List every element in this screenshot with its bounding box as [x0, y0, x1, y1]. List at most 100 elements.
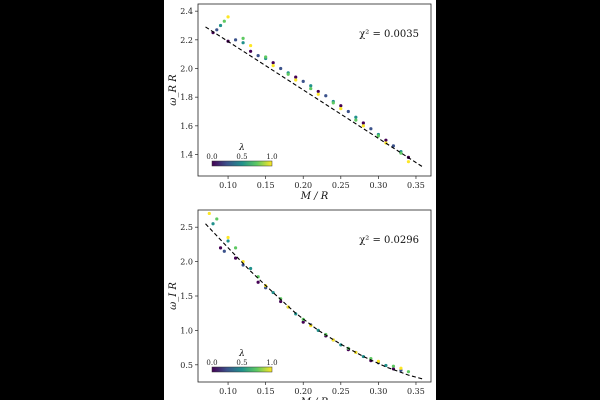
data-point	[384, 138, 388, 142]
data-point	[339, 107, 343, 111]
data-point	[294, 78, 298, 82]
x-tick-label: 0.35	[407, 181, 425, 190]
data-point	[376, 134, 380, 138]
data-point	[369, 127, 373, 131]
x-axis-label: M / R	[300, 397, 329, 400]
data-point	[316, 92, 320, 96]
y-tick-label: 1.5	[180, 292, 193, 301]
x-tick-label: 0.15	[257, 387, 275, 396]
data-point	[339, 104, 343, 108]
data-point	[361, 124, 365, 128]
colorbar-tick-label: 0.5	[236, 153, 247, 161]
y-tick-label: 2.0	[180, 65, 193, 74]
data-point	[316, 89, 320, 94]
data-point	[294, 75, 298, 79]
y-tick-label: 1.6	[180, 122, 193, 131]
data-point	[309, 86, 313, 91]
chi-squared-annotation: χ² = 0.0035	[359, 29, 419, 40]
data-point	[218, 23, 223, 28]
data-point	[207, 211, 211, 216]
data-point	[233, 246, 238, 250]
data-point	[391, 364, 396, 368]
x-tick-label: 0.30	[369, 181, 387, 190]
data-point	[286, 72, 290, 76]
x-tick-label: 0.10	[219, 387, 237, 396]
data-point	[354, 118, 358, 122]
y-tick-label: 2.4	[180, 7, 193, 16]
fit-line	[205, 223, 424, 380]
data-point	[256, 280, 260, 284]
data-point	[211, 222, 215, 226]
data-point	[346, 109, 350, 114]
colorbar-tick-label: 1.0	[266, 153, 277, 161]
colorbar	[211, 160, 273, 167]
x-tick-label: 0.20	[294, 181, 312, 190]
data-point	[301, 79, 305, 83]
data-point	[226, 15, 230, 19]
x-tick-label: 0.25	[332, 387, 350, 396]
data-point	[218, 246, 223, 250]
data-point	[215, 28, 219, 32]
data-point	[301, 320, 305, 324]
panel-2: 0.10 0.15 0.20 0.25 0.30 0.35 0.5 1.0 1.5 2.0 2.5 M…	[168, 209, 432, 400]
data-point	[331, 101, 335, 105]
chi-squared-annotation: χ² = 0.0296	[359, 235, 419, 246]
y-tick-label: 2.2	[180, 36, 193, 45]
y-tick-label: 1.0	[180, 326, 193, 335]
data-point	[215, 217, 219, 221]
x-tick-label: 0.10	[219, 181, 237, 190]
panel-1: 0.10 0.15 0.20 0.25 0.30 0.35 1.4 1.6 1.8 2.0 2.2 2…	[168, 3, 432, 202]
x-axis-label: M / R	[300, 191, 329, 202]
data-point	[324, 94, 328, 98]
x-tick-label: 0.25	[332, 181, 350, 190]
data-point	[271, 61, 275, 65]
y-axis-label: ω_R R	[168, 74, 179, 106]
data-point	[233, 256, 238, 260]
figure-svg: 0.10 0.15 0.20 0.25 0.30 0.35 1.4 1.6 1.8 2.0 2.2 2…	[168, 3, 432, 400]
data-point	[399, 366, 403, 370]
data-point	[264, 55, 268, 59]
y-tick-label: 1.4	[180, 151, 193, 160]
x-tick-label: 0.35	[407, 387, 425, 396]
colorbar-label: λ	[238, 143, 245, 153]
plot-frame	[197, 209, 432, 383]
data-point	[391, 144, 396, 148]
data-point	[249, 266, 253, 271]
x-tick-label: 0.20	[294, 387, 312, 396]
data-point	[226, 239, 230, 243]
data-point	[309, 84, 313, 88]
data-point	[406, 370, 411, 374]
x-tick-label: 0.15	[257, 181, 275, 190]
x-tick-label: 0.30	[369, 387, 387, 396]
data-point	[399, 151, 403, 155]
data-point	[222, 19, 226, 23]
y-axis-label: ω_I R	[168, 282, 179, 310]
y-tick-label: 2.5	[180, 223, 193, 232]
data-point	[226, 235, 230, 240]
y-tick-label: 1.8	[180, 93, 193, 102]
data-point	[279, 299, 283, 304]
figure-page: 0.10 0.15 0.20 0.25 0.30 0.35 1.4 1.6 1.8 2.0 2.2 2…	[164, 0, 436, 400]
data-point	[233, 38, 238, 42]
data-point	[361, 121, 365, 125]
data-point	[249, 43, 253, 48]
colorbar-tick-label: 0.0	[206, 359, 217, 367]
data-point	[271, 64, 275, 68]
data-point	[354, 115, 358, 119]
colorbar-label: λ	[238, 349, 245, 359]
data-point	[241, 41, 245, 45]
colorbar	[211, 366, 273, 373]
colorbar-tick-label: 1.0	[266, 359, 277, 367]
fit-line	[205, 26, 424, 168]
y-tick-label: 2.0	[180, 258, 193, 267]
data-point	[222, 249, 226, 253]
data-point	[256, 54, 260, 58]
data-point	[249, 49, 253, 53]
data-point	[376, 359, 380, 363]
data-point	[241, 36, 245, 41]
data-point	[279, 66, 283, 71]
y-tick-label: 0.5	[180, 361, 193, 370]
colorbar-tick-label: 0.5	[236, 359, 247, 367]
colorbar-tick-label: 0.0	[206, 153, 217, 161]
data-point	[406, 160, 411, 164]
